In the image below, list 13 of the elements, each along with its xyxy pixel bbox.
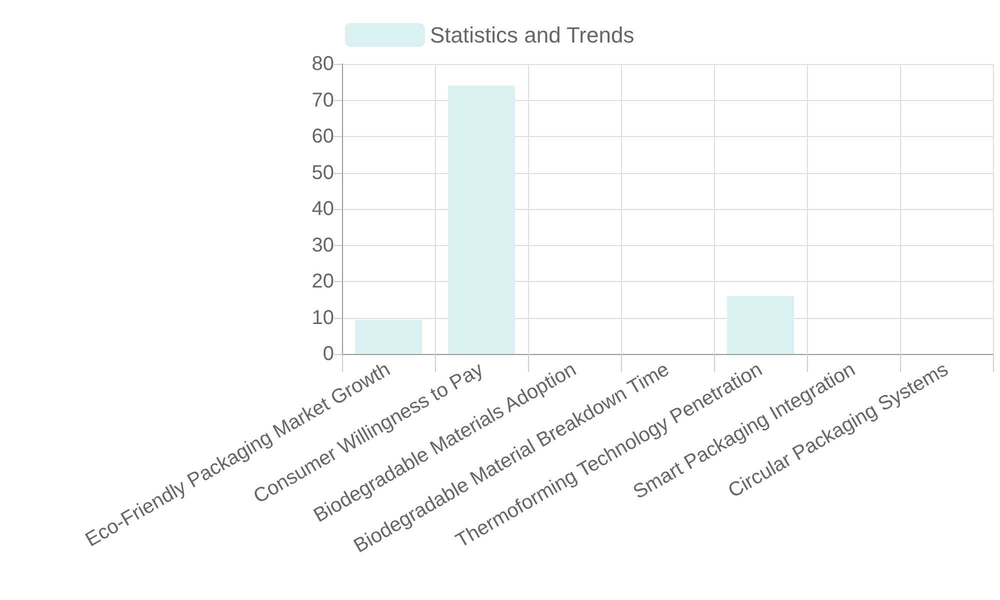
legend-label: Statistics and Trends <box>430 22 634 48</box>
bar <box>355 320 422 354</box>
y-tick-label: 80 <box>312 53 334 75</box>
y-tick-label: 0 <box>322 343 334 365</box>
y-tick-label: 40 <box>312 198 334 220</box>
y-tick-label: 70 <box>312 89 334 112</box>
y-tick-label: 20 <box>312 270 334 292</box>
bar <box>727 296 794 354</box>
bar <box>448 86 515 354</box>
y-tick-label: 30 <box>312 234 334 256</box>
y-tick-label: 60 <box>312 126 334 148</box>
y-tick-label: 50 <box>312 162 334 184</box>
y-tick-label: 10 <box>312 306 334 329</box>
